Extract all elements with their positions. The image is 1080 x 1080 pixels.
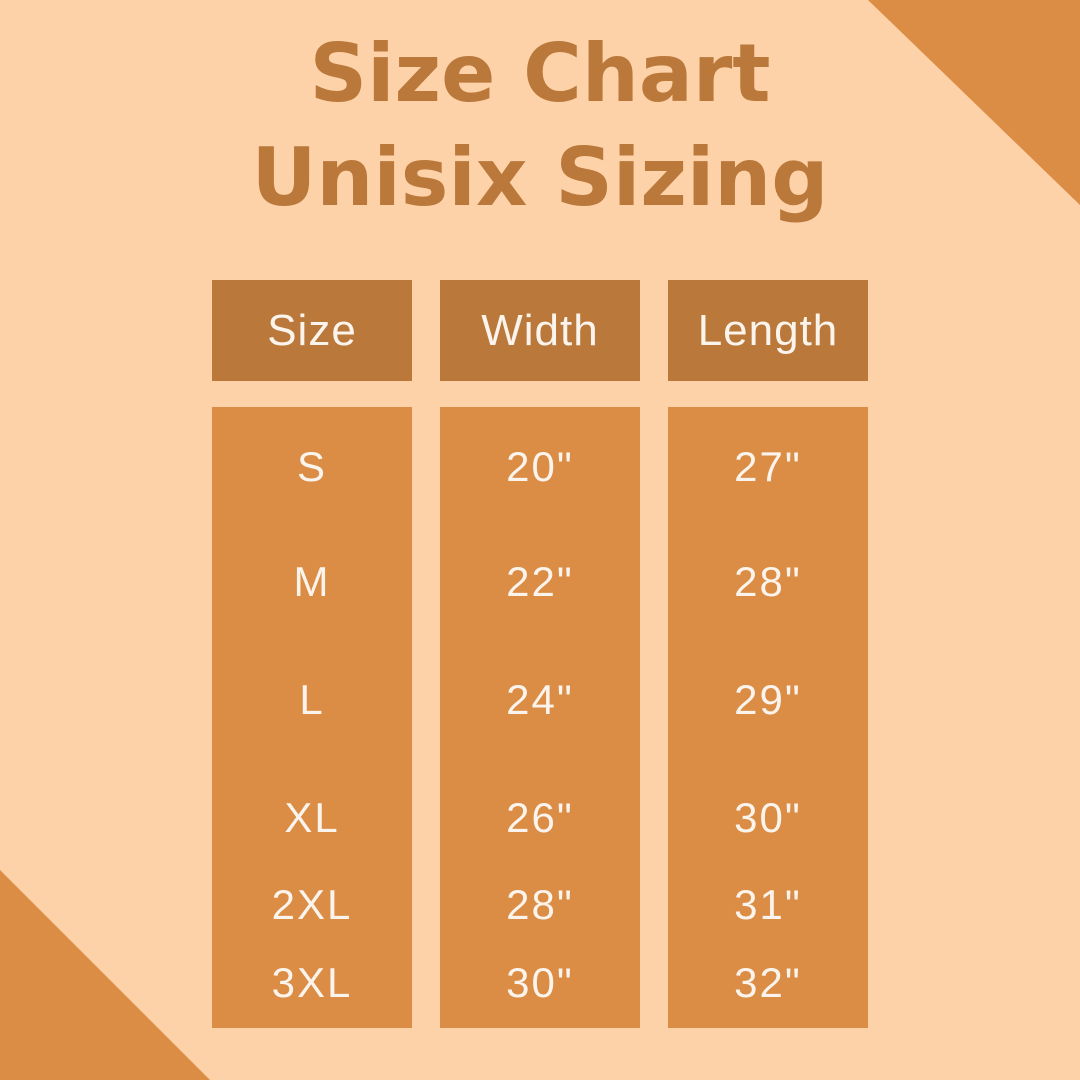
cell-size-m: M — [293, 558, 331, 605]
cell-size-3xl: 3XL — [271, 959, 353, 1006]
cell-width-l: 24" — [506, 676, 574, 723]
cell-length-s: 27" — [734, 443, 802, 490]
cell-length-xl: 30" — [734, 794, 802, 841]
cell-width-m: 22" — [506, 558, 574, 605]
cell-length-m: 28" — [734, 558, 802, 605]
cell-size-s: S — [296, 443, 327, 490]
cell-length-2xl: 31" — [734, 881, 802, 928]
column-body-width: 20" 22" 24" 26" 28" 30" — [440, 407, 640, 1028]
cell-length-l: 29" — [734, 676, 802, 723]
page-title: Size Chart Unisix Sizing — [0, 22, 1080, 230]
title-line-1: Size Chart — [309, 27, 771, 120]
cell-size-2xl: 2XL — [271, 881, 353, 928]
cell-width-s: 20" — [506, 443, 574, 490]
cell-size-l: L — [299, 676, 325, 723]
title-line-2: Unisix Sizing — [251, 131, 829, 224]
column-body-length: 27" 28" 29" 30" 31" 32" — [668, 407, 868, 1028]
column-header-length: Length — [668, 280, 868, 381]
cell-length-3xl: 32" — [734, 959, 802, 1006]
corner-triangle-bottom-left-icon — [0, 870, 210, 1080]
cell-width-2xl: 28" — [506, 881, 574, 928]
column-body-size: S M L XL 2XL 3XL — [212, 407, 412, 1028]
cell-width-3xl: 30" — [506, 959, 574, 1006]
cell-width-xl: 26" — [506, 794, 574, 841]
column-header-size: Size — [212, 280, 412, 381]
column-header-width: Width — [440, 280, 640, 381]
cell-size-xl: XL — [284, 794, 340, 841]
